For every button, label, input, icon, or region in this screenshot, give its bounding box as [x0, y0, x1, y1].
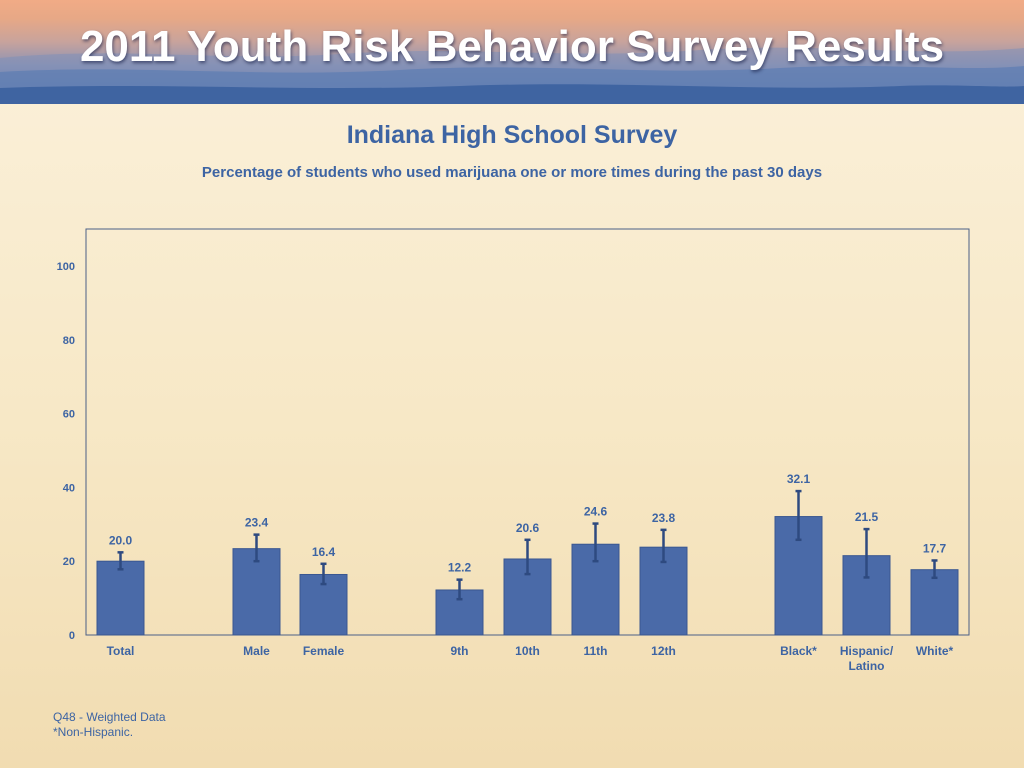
data-label: 23.8 [652, 511, 676, 525]
x-tick-label: Total [107, 644, 135, 658]
chart-subtitle: Percentage of students who used marijuan… [201, 164, 823, 181]
footnotes: Q48 - Weighted Data *Non-Hispanic. [53, 710, 166, 740]
x-tick-label: White* [916, 644, 954, 658]
x-tick-label: 9th [451, 644, 469, 658]
data-label: 20.6 [516, 521, 540, 535]
title-banner: 2011 Youth Risk Behavior Survey Results [0, 0, 1024, 104]
banner-title: 2011 Youth Risk Behavior Survey Results [79, 22, 945, 71]
bar [232, 548, 281, 636]
y-tick-label: 100 [57, 261, 75, 273]
chart-title: Indiana High School Survey [346, 121, 678, 149]
bar [96, 560, 145, 636]
y-tick-label: 20 [63, 556, 75, 568]
x-tick-label: Black* [780, 644, 817, 658]
chart-bars [96, 489, 959, 636]
y-tick-label: 40 [63, 482, 75, 494]
chart-labels: 20.0 Total 23.4 Male 16.4 Female 12.2 9th 20.6 10… [107, 472, 954, 673]
data-label: 23.4 [245, 516, 269, 530]
x-tick-label: Male [243, 644, 270, 658]
y-tick-label: 60 [63, 409, 75, 421]
y-tick-label: 80 [63, 335, 75, 347]
y-tick-label: 0 [69, 630, 75, 642]
data-label: 16.4 [312, 545, 336, 559]
data-label: 17.7 [923, 541, 947, 555]
data-label: 20.0 [109, 533, 133, 547]
x-tick-label: Latino [849, 659, 885, 673]
footnote-non-hispanic: *Non-Hispanic. [53, 725, 134, 739]
data-label: 21.5 [855, 510, 879, 524]
footnote-weighted-data: Q48 - Weighted Data [53, 710, 166, 724]
data-label: 24.6 [584, 505, 608, 519]
x-tick-label: Hispanic/ [840, 644, 894, 658]
x-tick-label: 11th [583, 644, 607, 658]
x-tick-label: 10th [515, 644, 540, 658]
banner-mountains [0, 47, 1024, 104]
data-label: 12.2 [448, 561, 472, 575]
x-tick-label: Female [303, 644, 345, 658]
data-label: 32.1 [787, 472, 811, 486]
x-tick-label: 12th [651, 644, 676, 658]
bar [910, 569, 959, 636]
